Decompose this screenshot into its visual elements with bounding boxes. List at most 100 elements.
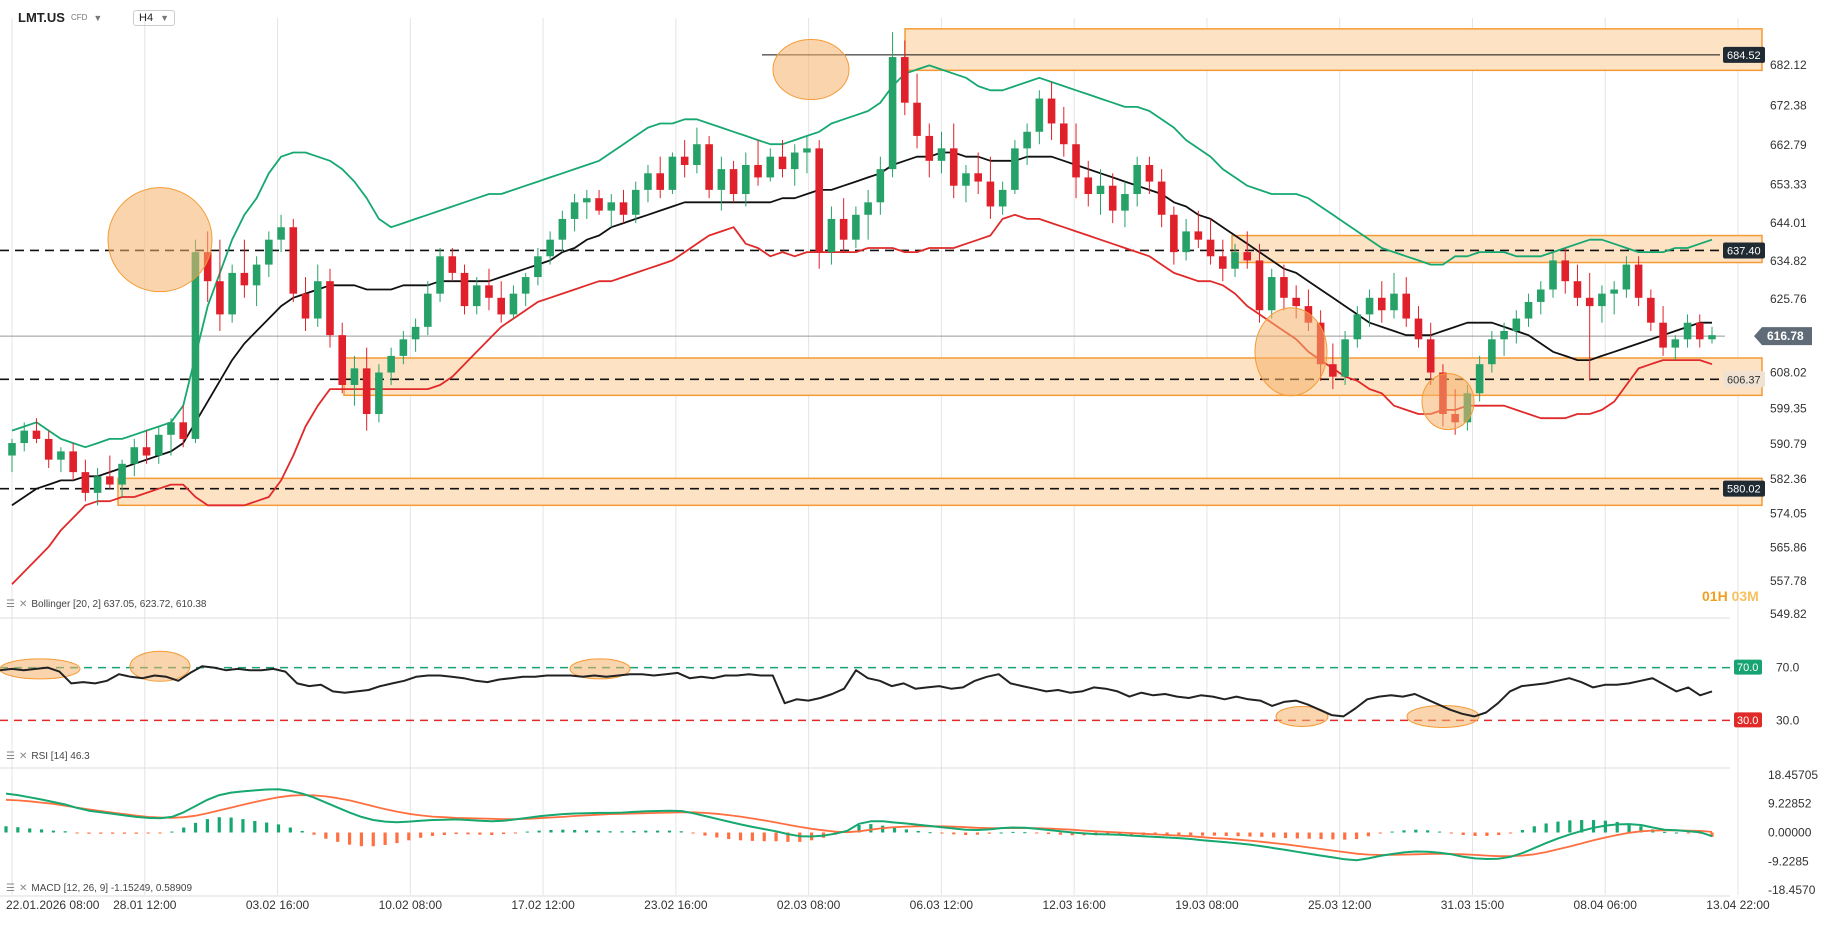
macd-histogram-bar	[1177, 832, 1181, 835]
rsi-highlight-circle	[1275, 705, 1329, 727]
macd-histogram-bar	[644, 830, 648, 833]
candle-body	[106, 476, 114, 485]
price-axis-tick: 608.02	[1770, 365, 1807, 379]
candle-bearish	[974, 152, 982, 195]
macd-histogram-bar	[170, 831, 174, 833]
candle-body	[852, 214, 860, 240]
macd-histogram-bar	[525, 831, 529, 833]
current-price-label: 616.78	[1767, 329, 1804, 343]
rsi-level-badge-text: 30.0	[1737, 715, 1758, 727]
candle-bearish	[44, 430, 53, 468]
candle-bearish	[460, 264, 469, 315]
candle-body	[1341, 339, 1349, 377]
price-axis-tick: 644.01	[1770, 216, 1807, 230]
candle-bearish	[1561, 247, 1570, 294]
macd-histogram-bar	[1520, 830, 1525, 833]
menu-icon[interactable]: ☰	[6, 599, 15, 610]
candle-body	[93, 476, 102, 493]
candle-body	[1683, 322, 1692, 340]
candle-body	[240, 272, 249, 286]
close-icon[interactable]: ✕	[18, 599, 28, 610]
timeframe-value: H4	[139, 12, 154, 24]
macd-histogram-bar	[1283, 832, 1288, 839]
candle-body	[1267, 277, 1276, 311]
candle-bullish	[827, 206, 836, 265]
candle-body	[436, 256, 444, 294]
candle-body	[326, 281, 334, 336]
symbol-dropdown-icon[interactable]: ▼	[93, 12, 103, 23]
x-axis-tick: 31.03 15:00	[1441, 898, 1505, 912]
candle-bullish	[1549, 252, 1557, 298]
candle-bullish	[1475, 355, 1484, 402]
candle-body	[301, 293, 310, 319]
candle-body	[69, 451, 77, 473]
macd-histogram-bar	[158, 832, 162, 834]
macd-histogram-bar	[1331, 832, 1335, 840]
candle-body	[362, 368, 371, 415]
candle-body	[350, 368, 359, 385]
candle-bearish	[1219, 239, 1227, 282]
macd-histogram-bar	[655, 830, 660, 833]
candle-bearish	[1243, 231, 1252, 269]
price-axis-tick: 672.38	[1770, 98, 1807, 112]
candle-body	[937, 148, 946, 161]
macd-histogram-bar	[549, 830, 553, 833]
macd-histogram-bar	[1200, 832, 1205, 836]
x-axis-tick: 13.04 22:00	[1706, 898, 1770, 912]
price-level-label: 606.37	[1727, 374, 1761, 386]
candle-bearish	[1060, 106, 1068, 157]
macd-histogram-bar	[727, 832, 731, 840]
macd-histogram-bar	[1686, 832, 1690, 834]
price-level-label: 684.52	[1727, 50, 1761, 62]
bollinger-label: Bollinger [20, 2] 637.05, 623.72, 610.38	[31, 599, 207, 610]
macd-histogram-bar	[1615, 821, 1619, 833]
candle-bullish	[803, 135, 811, 174]
menu-icon[interactable]: ☰	[6, 883, 15, 894]
instrument-header: LMT.US CFD ▼	[18, 10, 102, 25]
macd-histogram-bar	[1046, 832, 1051, 835]
candle-body	[570, 202, 579, 219]
candle-body	[265, 239, 273, 265]
candle-body	[1011, 148, 1019, 190]
bollinger-legend[interactable]: ☰ ✕ Bollinger [20, 2] 637.05, 623.72, 61…	[6, 599, 207, 610]
candle-bullish	[668, 152, 677, 195]
macd-histogram-bar	[999, 832, 1003, 834]
timeframe-selector[interactable]: H4 ▼	[133, 10, 175, 26]
price-axis-tick: 662.79	[1770, 138, 1807, 152]
candle-body	[790, 152, 799, 170]
candle-body	[1060, 123, 1068, 145]
candle-bearish	[656, 156, 664, 199]
candle-body	[1598, 293, 1606, 307]
candle-body	[1536, 289, 1545, 302]
candle-body	[1182, 231, 1190, 253]
x-axis-tick: 06.03 12:00	[910, 898, 974, 912]
candle-body	[57, 451, 65, 460]
candle-body	[411, 326, 420, 340]
rsi-legend[interactable]: ☰ ✕ RSI [14] 46.3	[6, 751, 90, 762]
macd-legend[interactable]: ☰ ✕ MACD [12, 26, 9] -1.15249, 0.58909	[6, 883, 192, 894]
candle-bullish	[962, 164, 970, 203]
candle-bullish	[583, 189, 591, 219]
macd-histogram-bar	[975, 832, 980, 835]
menu-icon[interactable]: ☰	[6, 751, 15, 762]
candle-body	[913, 102, 921, 136]
candle-bullish	[277, 214, 285, 253]
macd-histogram-bar	[146, 832, 150, 834]
candle-bullish	[888, 32, 897, 178]
macd-histogram-bar	[1390, 831, 1394, 833]
macd-histogram-bar	[134, 832, 138, 834]
close-icon[interactable]: ✕	[18, 751, 28, 762]
price-axis-tick: 557.78	[1770, 574, 1807, 588]
close-icon[interactable]: ✕	[18, 883, 28, 894]
candle-bearish	[1402, 277, 1411, 327]
candle-bullish	[937, 131, 946, 174]
candle-body	[1524, 301, 1533, 319]
candle-body	[1695, 322, 1704, 340]
macd-histogram-bar	[892, 827, 897, 833]
candle-body	[509, 293, 518, 315]
macd-histogram-bar	[620, 831, 624, 833]
macd-histogram-bar	[869, 824, 873, 833]
macd-histogram-bar	[419, 832, 423, 838]
macd-histogram-bar	[205, 819, 210, 833]
candle-bearish	[326, 268, 334, 348]
